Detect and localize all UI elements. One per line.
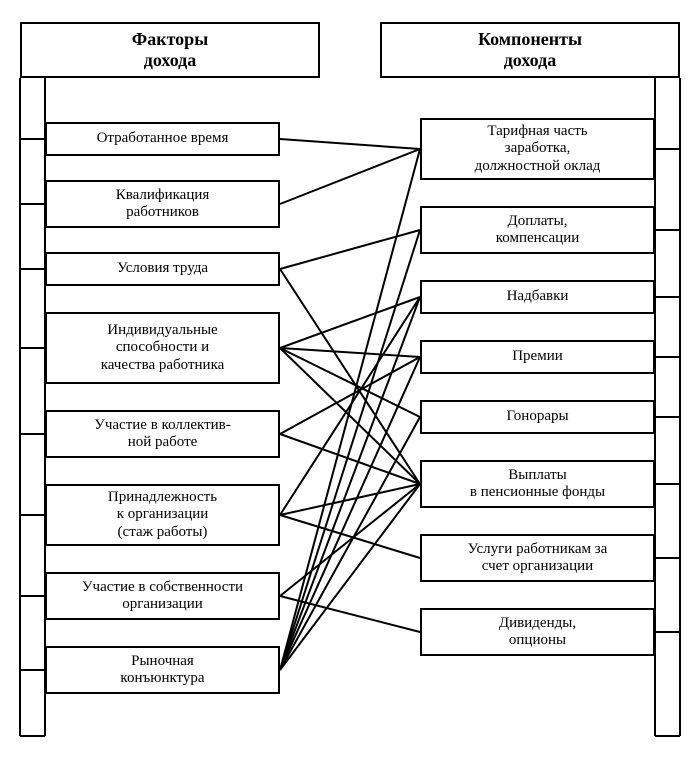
factor-node-L7: Рыночнаяконъюнктура (45, 646, 280, 694)
factor-node-L0: Отработанное время (45, 122, 280, 156)
component-node-R3: Премии (420, 340, 655, 374)
factor-node-L3: Индивидуальныеспособности икачества рабо… (45, 312, 280, 384)
factor-node-L5: Принадлежностьк организации(стаж работы) (45, 484, 280, 546)
component-node-R2: Надбавки (420, 280, 655, 314)
factor-node-L1: Квалификацияработников (45, 180, 280, 228)
header-left: Факторыдохода (20, 22, 320, 78)
header-right: Компонентыдохода (380, 22, 680, 78)
component-node-R7: Дивиденды,опционы (420, 608, 655, 656)
component-node-R1: Доплаты,компенсации (420, 206, 655, 254)
component-node-R4: Гонорары (420, 400, 655, 434)
component-node-R0: Тарифная частьзаработка,должностной окла… (420, 118, 655, 180)
factor-node-L6: Участие в собственностиорганизации (45, 572, 280, 620)
factor-node-L2: Условия труда (45, 252, 280, 286)
factor-node-L4: Участие в коллектив-ной работе (45, 410, 280, 458)
component-node-R5: Выплатыв пенсионные фонды (420, 460, 655, 508)
component-node-R6: Услуги работникам засчет организации (420, 534, 655, 582)
diagram-stage: Факторыдохода Компонентыдохода Отработан… (0, 0, 700, 772)
